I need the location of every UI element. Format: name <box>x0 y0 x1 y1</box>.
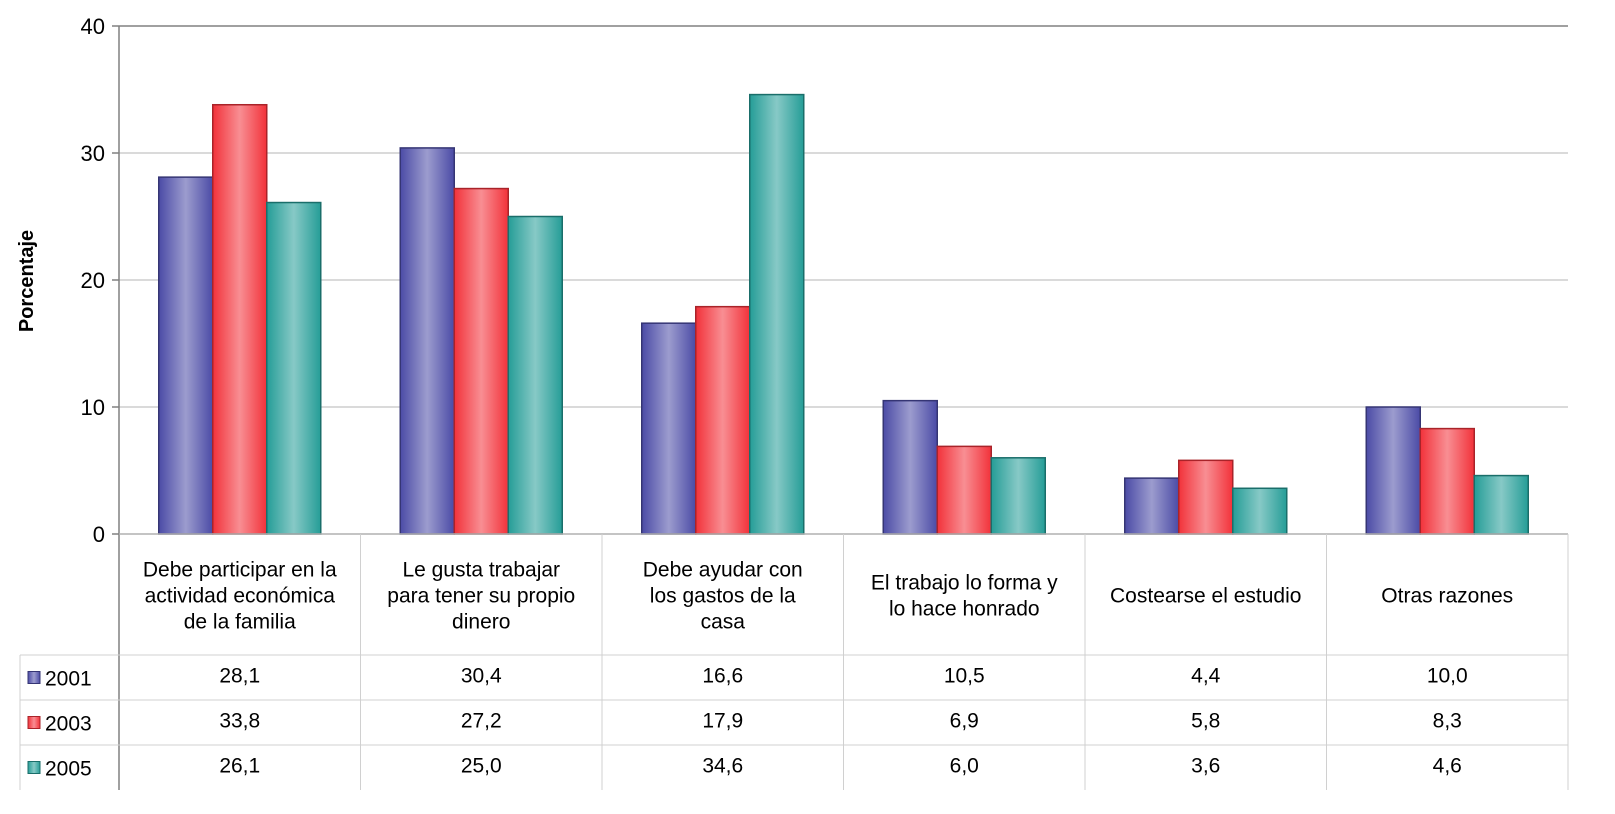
bar-2001-1 <box>399 147 455 535</box>
category-label-line: Otras razones <box>1381 585 1513 608</box>
data-table-cell: 8,3 <box>1433 710 1462 733</box>
gridlines <box>119 25 1568 408</box>
category-label-line: de la familia <box>184 611 296 634</box>
category-label: El trabajo lo forma y lo hace honrado <box>871 572 1058 621</box>
y-axis-label: Porcentaje <box>16 230 38 332</box>
bar-2001-5 <box>1365 406 1421 535</box>
bar-2005-2 <box>749 93 805 535</box>
legend-key-2003 <box>27 716 41 729</box>
data-table-cell: 6,9 <box>950 710 979 733</box>
data-table-cell: 4,6 <box>1433 755 1462 778</box>
legend-label-2005: 2005 <box>45 758 92 781</box>
category-label: Debe participar en la actividad económica… <box>143 559 337 634</box>
bar-2005-3 <box>990 457 1046 535</box>
category-label-line: para tener su propio <box>387 585 575 608</box>
bar-2003-4 <box>1178 459 1234 535</box>
data-table-cell: 27,2 <box>461 710 502 733</box>
category-label: Costearse el estudio <box>1110 585 1301 608</box>
y-tick-label: 20 <box>81 268 105 293</box>
category-label: Debe ayudar con los gastos de la casa <box>643 559 803 634</box>
bar-2005-4 <box>1232 487 1288 535</box>
data-table: Debe participar en la actividad económica… <box>19 533 1569 790</box>
category-label-line: Debe participar en la <box>143 559 337 582</box>
legend-key-2005 <box>27 761 41 774</box>
bar-2003-0 <box>212 103 268 535</box>
y-tick-label: 40 <box>81 14 105 39</box>
bar-2005-0 <box>266 201 322 535</box>
bar-2005-5 <box>1473 474 1529 535</box>
data-table-cell: 33,8 <box>219 710 260 733</box>
legend-label-2003: 2003 <box>45 713 92 736</box>
y-tick-label: 30 <box>81 141 105 166</box>
bar-2001-0 <box>158 176 214 535</box>
bars <box>158 93 1529 535</box>
data-table-cell: 17,9 <box>702 710 743 733</box>
data-table-cell: 26,1 <box>219 755 260 778</box>
data-table-cell: 10,5 <box>944 665 985 688</box>
bar-2005-1 <box>507 215 563 535</box>
data-table-cell: 30,4 <box>461 665 502 688</box>
data-table-cell: 34,6 <box>702 755 743 778</box>
data-table-cell: 5,8 <box>1191 710 1220 733</box>
legend-key-2001 <box>27 671 41 684</box>
category-label-line: los gastos de la <box>650 585 796 608</box>
data-table-cell: 10,0 <box>1427 665 1468 688</box>
y-tick-labels: 0 10 20 30 40 <box>81 14 105 547</box>
category-label-line: casa <box>701 611 746 634</box>
category-label-line: dinero <box>452 611 510 634</box>
category-label-line: Costearse el estudio <box>1110 585 1301 608</box>
data-table-cell: 3,6 <box>1191 755 1220 778</box>
bar-2003-1 <box>453 187 509 535</box>
bar-2001-3 <box>882 399 938 535</box>
bar-2003-2 <box>695 305 751 535</box>
category-label-line: lo hace honrado <box>889 598 1040 621</box>
bar-2001-4 <box>1124 477 1180 535</box>
category-label-line: actividad económica <box>145 585 336 608</box>
data-table-cell: 4,4 <box>1191 665 1221 688</box>
data-table-cell: 16,6 <box>702 665 743 688</box>
legend-label-2001: 2001 <box>45 668 92 691</box>
data-table-cell: 28,1 <box>219 665 260 688</box>
bar-2003-5 <box>1419 427 1475 535</box>
category-label: Le gusta trabajar para tener su propio din… <box>387 559 575 634</box>
category-label-line: Le gusta trabajar <box>402 559 560 582</box>
bar-2001-2 <box>641 322 697 535</box>
category-label-line: El trabajo lo forma y <box>871 572 1058 595</box>
y-tick-label: 0 <box>93 522 105 547</box>
category-label: Otras razones <box>1381 585 1513 608</box>
data-table-cell: 6,0 <box>950 755 979 778</box>
y-tick-label: 10 <box>81 395 105 420</box>
bar-2003-3 <box>936 445 992 535</box>
category-label-line: Debe ayudar con <box>643 559 803 582</box>
data-table-cell: 25,0 <box>461 755 502 778</box>
axes <box>112 25 1568 790</box>
